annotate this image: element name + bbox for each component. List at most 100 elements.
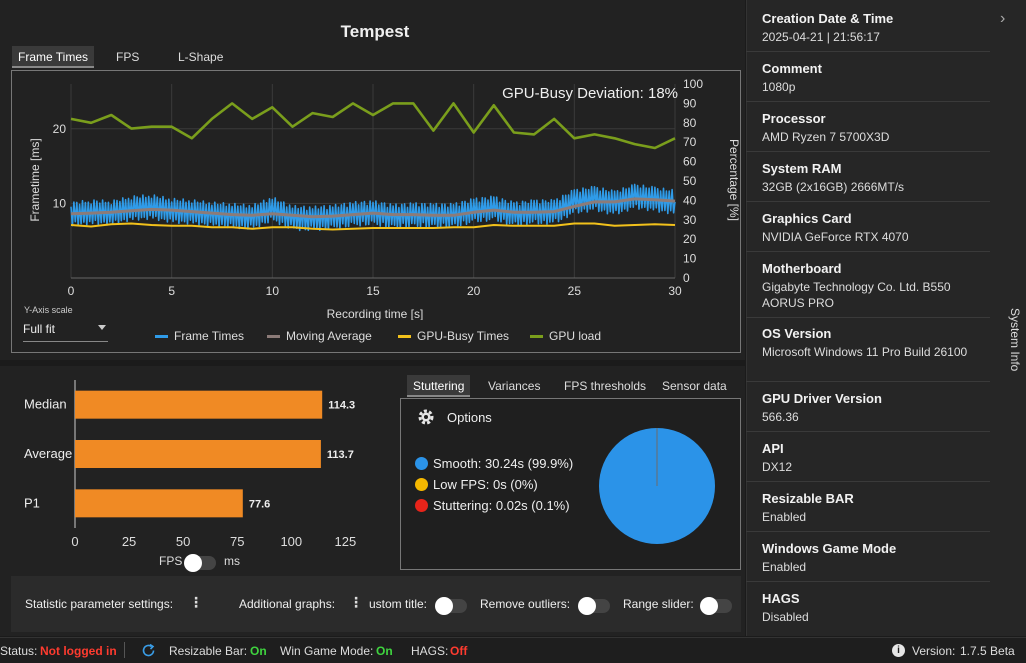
smooth-label: Smooth: 30.24s (99.9%) — [433, 456, 574, 471]
remove-outliers-toggle[interactable] — [578, 597, 610, 615]
x-tick-label: 0 — [68, 284, 75, 298]
options-button[interactable]: Options — [447, 410, 492, 425]
bar-tick-label: 125 — [335, 534, 357, 549]
info-system-ram: System RAM 32GB (2x16GB) 2666MT/s — [746, 152, 990, 202]
bar-tick-label: 100 — [280, 534, 302, 549]
tab-stuttering[interactable]: Stuttering — [407, 375, 471, 397]
y-right-tick-label: 10 — [683, 252, 697, 266]
x-tick-label: 15 — [366, 284, 380, 298]
additional-graphs-menu-icon[interactable]: ⋮ — [349, 594, 363, 610]
bar-tick-label: 25 — [122, 534, 136, 549]
info-icon[interactable]: i — [892, 644, 905, 657]
legend-smooth: Smooth: 30.24s (99.9%) — [415, 456, 573, 471]
legend-swatch-gpu-load — [530, 334, 543, 338]
tab-l-shape[interactable]: L-Shape — [178, 50, 224, 64]
info-api: API DX12 — [746, 432, 990, 482]
status-label: Status: — [0, 644, 38, 658]
legend-frame-times[interactable]: Frame Times — [155, 329, 244, 343]
chevron-down-icon — [98, 325, 106, 330]
range-slider-toggle[interactable] — [700, 597, 732, 615]
info-graphics-card: Graphics Card NVIDIA GeForce RTX 4070 — [746, 202, 990, 252]
fps-ms-toggle[interactable] — [184, 554, 216, 572]
legend-low-fps: Low FPS: 0s (0%) — [415, 477, 538, 492]
legend-gpu-load[interactable]: GPU load — [530, 329, 601, 343]
tab-fps-thresholds[interactable]: FPS thresholds — [564, 379, 647, 393]
refresh-icon[interactable] — [141, 643, 156, 658]
stuttering-pie-chart — [599, 428, 715, 544]
bar-value-label: 114.3 — [328, 400, 355, 412]
bar-category-label: P1 — [24, 495, 40, 510]
info-comment: Comment 1080p — [746, 52, 990, 102]
status-divider — [124, 642, 125, 658]
bar-tick-label: 50 — [176, 534, 190, 549]
fps-label: FPS — [159, 554, 183, 568]
y-axis-right-label: Percentage [%] — [727, 139, 741, 221]
legend-gpu-busy[interactable]: GPU-Busy Times — [398, 329, 509, 343]
system-info-tab[interactable]: System Info — [1008, 308, 1022, 372]
custom-title-toggle[interactable] — [435, 597, 467, 615]
resizable-bar-label: Resizable Bar: — [169, 644, 248, 658]
y-right-tick-label: 40 — [683, 193, 697, 207]
y-axis-scale-dropdown[interactable]: Full fit — [23, 319, 108, 342]
y-right-tick-label: 90 — [683, 96, 697, 110]
x-tick-label: 5 — [168, 284, 175, 298]
legend-stuttering: Stuttering: 0.02s (0.1%) — [415, 498, 570, 513]
gpu-busy-deviation-label: GPU-Busy Deviation: 18% — [502, 85, 678, 102]
x-tick-label: 25 — [568, 284, 582, 298]
frame-times-line — [70, 183, 676, 232]
game-mode-label: Win Game Mode: — [280, 644, 374, 658]
bar-value-label: 113.7 — [327, 449, 354, 461]
frametime-chart-frame — [11, 70, 741, 353]
legend-swatch-moving-average — [267, 334, 280, 338]
settings-bar — [11, 576, 741, 632]
legend-label: Moving Average — [286, 329, 372, 343]
gpu-load-line — [70, 102, 676, 150]
chart-series — [70, 102, 676, 232]
tab-frame-times[interactable]: Frame Times — [12, 46, 95, 68]
bar-average — [75, 440, 321, 468]
game-mode-value: On — [376, 644, 393, 658]
legend-label: GPU-Busy Times — [417, 329, 510, 343]
tab-fps[interactable]: FPS — [116, 50, 140, 64]
y-right-tick-label: 100 — [683, 77, 703, 91]
chevron-right-icon[interactable]: › — [1000, 10, 1006, 27]
stats-bar-chart: Median 114.3 Average 113.7 P1 77.6 0 25 50 75 100 1… — [24, 380, 357, 549]
y-right-tick-label: 70 — [683, 135, 697, 149]
status-value[interactable]: Not logged in — [40, 644, 117, 658]
hags-label: HAGS: — [411, 644, 449, 658]
page-title: Tempest — [340, 22, 410, 41]
resizable-bar-value: On — [250, 644, 267, 658]
legend-label: GPU load — [549, 329, 602, 343]
y-right-tick-label: 0 — [683, 271, 690, 285]
legend-moving-average[interactable]: Moving Average — [267, 329, 372, 343]
bar-tick-label: 0 — [71, 534, 78, 549]
bar-category-label: Average — [24, 446, 72, 461]
statistic-parameter-settings-label: Statistic parameter settings: — [25, 597, 174, 611]
y-left-tick-label: 10 — [53, 196, 67, 210]
info-gpu-driver: GPU Driver Version 566.36 — [746, 382, 990, 432]
info-value: 2025-04-21 | 21:56:17 — [762, 30, 880, 44]
hags-value: Off — [450, 644, 468, 658]
y-right-tick-label: 60 — [683, 155, 697, 169]
stuttering-label: Stuttering: 0.02s (0.1%) — [433, 498, 570, 513]
version-value: 1.7.5 Beta — [960, 644, 1015, 658]
statistic-settings-menu-icon[interactable]: ⋮ — [189, 594, 203, 610]
info-hags: HAGS Disabled — [762, 591, 809, 624]
chart-axes: 0 5 10 15 20 25 30 10 20 0 10 20 30 40 50 60 70 80 90 100 — [53, 77, 704, 298]
tab-variances[interactable]: Variances — [488, 379, 541, 393]
y-axis-scale-label: Y-Axis scale — [24, 305, 73, 315]
x-axis-label: Recording time [s] — [327, 307, 424, 320]
gpu-busy-line — [70, 222, 676, 231]
gear-icon[interactable] — [416, 407, 436, 427]
remove-outliers-label: Remove outliers: — [480, 597, 571, 611]
low-fps-label: Low FPS: 0s (0%) — [433, 477, 538, 492]
ms-label: ms — [224, 554, 240, 568]
legend-dot-low-fps — [415, 478, 428, 491]
info-creation-date: Creation Date & Time 2025-04-21 | 21:56:… — [746, 4, 990, 52]
range-slider-label: Range slider: — [623, 597, 694, 611]
y-right-tick-label: 30 — [683, 213, 697, 227]
bar-tick-label: 75 — [230, 534, 244, 549]
tab-sensor-data[interactable]: Sensor data — [662, 379, 727, 393]
version-label: Version: — [912, 644, 956, 658]
frametime-chart[interactable]: 0 5 10 15 20 25 30 10 20 0 10 20 30 40 50 60 70 80 90 100 G… — [0, 70, 745, 320]
